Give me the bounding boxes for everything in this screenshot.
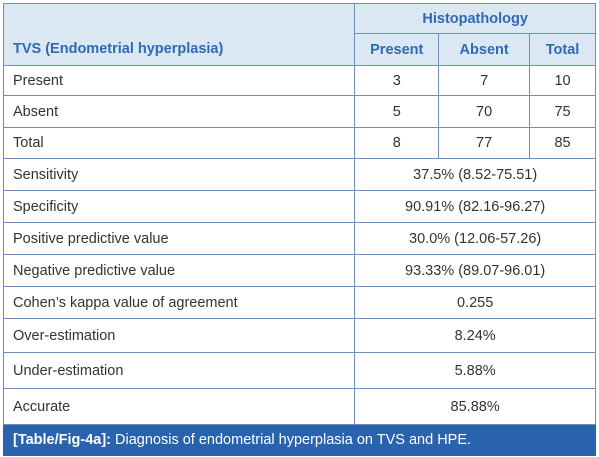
merged-cell: 93.33% (89.07-96.01) bbox=[354, 254, 596, 287]
row-label: Under-estimation bbox=[2, 352, 356, 389]
group-header: Histopathology bbox=[354, 3, 596, 34]
table-row: Positive predictive value 30.0% (12.06-57… bbox=[2, 222, 596, 255]
table-row: Cohen’s kappa value of agreement 0.255 bbox=[2, 286, 596, 319]
caption-text: Diagnosis of endometrial hyperplasia on … bbox=[115, 432, 472, 448]
caption-label: [Table/Fig-4a]: bbox=[13, 432, 112, 448]
merged-cell: 0.255 bbox=[354, 286, 596, 319]
table-row: Total 8 77 85 bbox=[2, 127, 596, 159]
table-row: Specificity 90.91% (82.16-96.27) bbox=[2, 190, 596, 223]
row-label-header: TVS (Endometrial hyperplasia) bbox=[2, 33, 356, 66]
row-label: Positive predictive value bbox=[2, 222, 356, 255]
row-label: Sensitivity bbox=[2, 158, 356, 191]
cell: 85 bbox=[529, 127, 596, 159]
table-row: Negative predictive value 93.33% (89.07-9… bbox=[2, 254, 596, 287]
column-header: Total bbox=[529, 33, 596, 66]
row-label: Accurate bbox=[2, 388, 356, 425]
column-header: Absent bbox=[438, 33, 531, 66]
row-label: Absent bbox=[2, 95, 356, 128]
table-row: Over-estimation 8.24% bbox=[2, 318, 596, 353]
table-row: Absent 5 70 75 bbox=[2, 95, 596, 128]
cell: 77 bbox=[438, 127, 531, 159]
merged-cell: 5.88% bbox=[354, 352, 596, 389]
row-label: Specificity bbox=[2, 190, 356, 223]
cell: 5 bbox=[354, 95, 440, 128]
row-label: Negative predictive value bbox=[2, 254, 356, 287]
caption: [Table/Fig-4a]: Diagnosis of endometrial… bbox=[3, 424, 596, 456]
cell: 75 bbox=[529, 95, 596, 128]
merged-cell: 8.24% bbox=[354, 318, 596, 353]
table-row: Under-estimation 5.88% bbox=[2, 352, 596, 389]
merged-cell: 90.91% (82.16-96.27) bbox=[354, 190, 596, 223]
cell: 10 bbox=[529, 65, 596, 96]
table-row: Sensitivity 37.5% (8.52-75.51) bbox=[2, 158, 596, 191]
header-blank bbox=[2, 3, 356, 34]
cell: 7 bbox=[438, 65, 531, 96]
column-header: Present bbox=[354, 33, 440, 66]
table-row: Present 3 7 10 bbox=[2, 65, 596, 96]
caption-row: [Table/Fig-4a]: Diagnosis of endometrial… bbox=[3, 424, 596, 456]
cell: 8 bbox=[354, 127, 440, 159]
row-label: Total bbox=[2, 127, 356, 159]
cell: 3 bbox=[354, 65, 440, 96]
row-label: Present bbox=[2, 65, 356, 96]
merged-cell: 85.88% bbox=[354, 388, 596, 425]
table-row: Accurate 85.88% bbox=[2, 388, 596, 425]
merged-cell: 37.5% (8.52-75.51) bbox=[354, 158, 596, 191]
results-table: Histopathology TVS (Endometrial hyperpla… bbox=[2, 3, 596, 456]
merged-cell: 30.0% (12.06-57.26) bbox=[354, 222, 596, 255]
row-label: Over-estimation bbox=[2, 318, 356, 353]
cell: 70 bbox=[438, 95, 531, 128]
row-label: Cohen’s kappa value of agreement bbox=[2, 286, 356, 319]
